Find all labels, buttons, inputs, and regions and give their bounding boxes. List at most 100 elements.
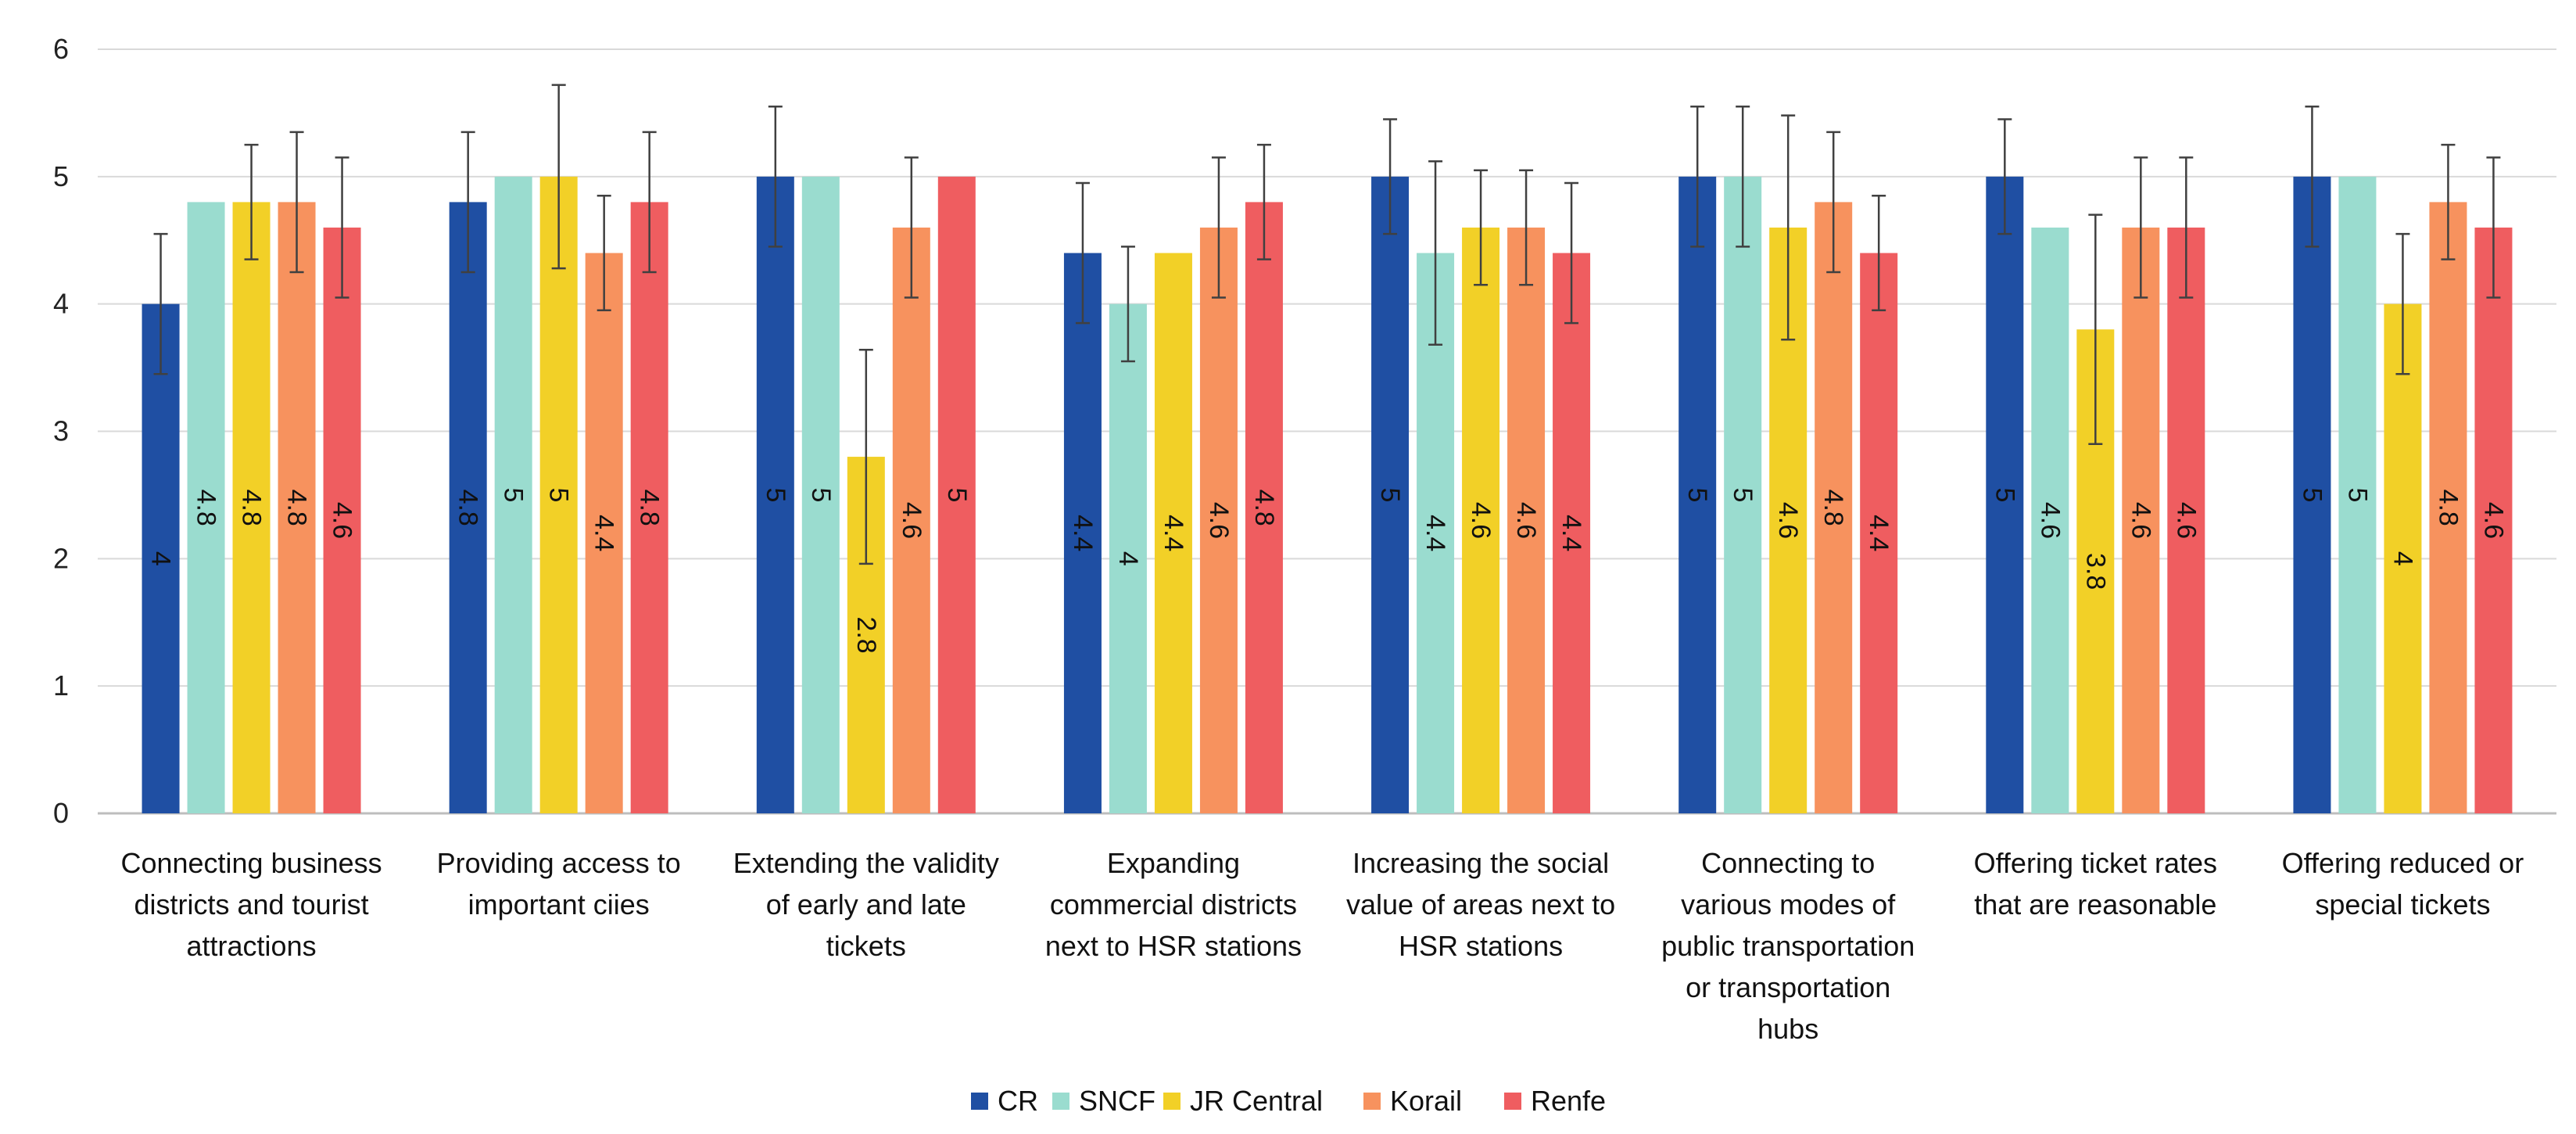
bar-sncf xyxy=(2338,176,2377,814)
data-label: 4.4 xyxy=(589,515,619,551)
legend-swatch xyxy=(1052,1093,1069,1110)
bar-sncf xyxy=(1724,176,1762,814)
data-label: 4.4 xyxy=(1159,515,1188,551)
data-label: 5 xyxy=(1990,487,2019,502)
legend-item-renfe: Renfe xyxy=(1504,1085,1606,1117)
x-category-label: Connecting to various modes of public tran… xyxy=(1661,847,1915,1045)
data-labels: 44.8 4.8 4.8 4.6 4.8 5 54.44.8 5 52.84.654.444.4… xyxy=(146,487,2509,653)
data-label: 2.8 xyxy=(851,616,881,653)
data-label: 5 xyxy=(1728,487,1757,502)
data-label: 4.8 xyxy=(282,490,312,526)
x-category-label: Offering reduced or special tickets xyxy=(2282,847,2524,920)
bar-korail xyxy=(585,253,623,813)
legend-swatch xyxy=(1504,1093,1521,1110)
bar-korail xyxy=(1815,202,1853,813)
bar-cr xyxy=(756,176,794,814)
legend-swatch xyxy=(1163,1093,1181,1110)
y-tick-label: 1 xyxy=(53,669,69,702)
data-label: 4.6 xyxy=(328,502,357,539)
bar-jr-central xyxy=(232,202,270,813)
bar-korail xyxy=(2122,227,2160,813)
bar-cr xyxy=(1371,176,1410,814)
legend-label: Korail xyxy=(1390,1085,1462,1117)
bar-korail xyxy=(278,202,316,813)
bar-sncf xyxy=(1109,303,1147,814)
bar-sncf xyxy=(1417,253,1455,813)
data-label: 4 xyxy=(1113,551,1143,566)
data-label: 5 xyxy=(544,487,574,502)
bar-jr-central xyxy=(1462,227,1500,813)
y-axis-ticks: 0 1 2 3 4 5 6 xyxy=(53,33,69,829)
legend-label: JR Central xyxy=(1190,1085,1323,1117)
legend-swatch xyxy=(971,1093,988,1110)
legend-item-cr: CR xyxy=(971,1085,1038,1117)
bar-cr xyxy=(1063,253,1102,813)
y-tick-label: 3 xyxy=(53,415,69,447)
bar-renfe xyxy=(323,227,361,813)
data-label: 5 xyxy=(806,487,836,502)
bar-korail xyxy=(2429,202,2467,813)
data-label: 5 xyxy=(761,487,790,502)
data-label: 4.6 xyxy=(1511,502,1541,539)
bar-cr xyxy=(1986,176,2024,814)
bar-korail xyxy=(1199,227,1238,813)
data-label: 4.4 xyxy=(1421,515,1450,551)
data-label: 4.6 xyxy=(2478,502,2508,539)
bar-renfe xyxy=(2474,227,2513,813)
data-label: 5 xyxy=(1682,487,1712,502)
data-label: 5 xyxy=(942,487,972,502)
legend-swatch xyxy=(1363,1093,1381,1110)
data-label: 4.6 xyxy=(2171,502,2201,539)
legend-item-sncf: SNCF xyxy=(1052,1085,1155,1117)
y-tick-label: 4 xyxy=(53,288,69,320)
y-tick-label: 2 xyxy=(53,542,69,574)
bar-cr xyxy=(449,202,487,813)
data-label: 4.6 xyxy=(1773,502,1803,539)
y-tick-label: 6 xyxy=(53,33,69,65)
bar-jr-central xyxy=(539,176,578,814)
data-label: 4.4 xyxy=(1864,515,1893,551)
data-label: 5 xyxy=(499,487,528,502)
bar-sncf xyxy=(494,176,532,814)
data-label: 4.6 xyxy=(2126,502,2155,539)
data-label: 4.8 xyxy=(453,490,483,526)
data-label: 4.6 xyxy=(1466,502,1496,539)
legend-label: CR xyxy=(998,1085,1038,1117)
legend-label: Renfe xyxy=(1531,1085,1606,1117)
bar-korail xyxy=(892,227,930,813)
data-label: 5 xyxy=(2297,487,2327,502)
bar-sncf xyxy=(187,202,225,813)
bar-renfe xyxy=(630,202,668,813)
data-label: 5 xyxy=(2342,487,2372,502)
data-label: 4 xyxy=(146,551,176,566)
bar-renfe xyxy=(937,176,976,814)
data-label: 4.6 xyxy=(2035,502,2065,539)
bar-renfe xyxy=(2167,227,2205,813)
bars xyxy=(142,176,2513,814)
data-label: 4.6 xyxy=(897,502,926,539)
x-category-label: Offering ticket rates that are reasonable xyxy=(1974,847,2217,920)
bar-cr xyxy=(142,303,180,814)
data-label: 4.4 xyxy=(1557,515,1586,551)
error-bars xyxy=(153,84,2501,565)
x-category-label: Connecting business districts and tourist… xyxy=(120,847,382,962)
legend-label: SNCF xyxy=(1079,1085,1155,1117)
data-label: 5 xyxy=(1375,487,1405,502)
bar-cr xyxy=(1679,176,1717,814)
data-label: 4.8 xyxy=(2433,490,2463,526)
x-category-label: Providing access to important ciies xyxy=(437,847,681,920)
data-label: 4.4 xyxy=(1068,515,1098,551)
bar-jr-central xyxy=(1154,253,1192,813)
data-label: 4.6 xyxy=(1204,502,1234,539)
x-axis-category-labels: Connecting business districts and tourist… xyxy=(120,847,2524,1045)
bar-renfe xyxy=(1553,253,1591,813)
legend: CR SNCF JR Central Korail Renfe xyxy=(971,1085,1606,1117)
data-label: 4.8 xyxy=(1818,490,1848,526)
data-label: 4.8 xyxy=(1249,490,1279,526)
data-label: 3.8 xyxy=(2080,553,2110,590)
data-label: 4.8 xyxy=(237,490,267,526)
bar-korail xyxy=(1507,227,1546,813)
legend-item-korail: Korail xyxy=(1363,1085,1462,1117)
y-tick-label: 5 xyxy=(53,160,69,192)
